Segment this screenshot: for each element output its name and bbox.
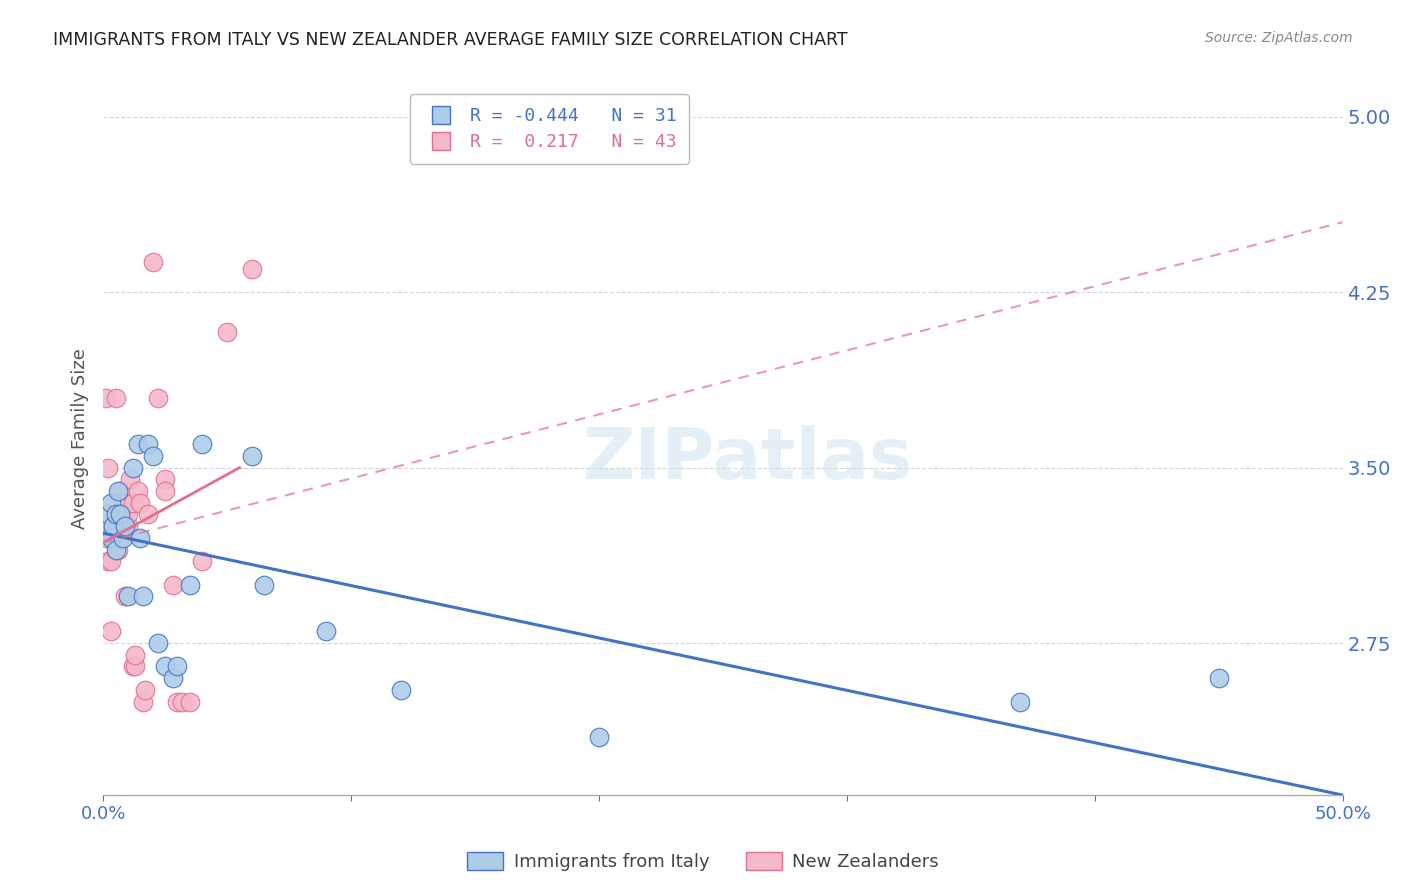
Point	[129, 496, 152, 510]
Point	[162, 577, 184, 591]
Point	[122, 659, 145, 673]
Point	[111, 531, 134, 545]
Point	[117, 590, 139, 604]
Point	[153, 484, 176, 499]
Point	[122, 496, 145, 510]
Point	[253, 577, 276, 591]
Point	[94, 519, 117, 533]
Point	[315, 624, 337, 639]
Point	[104, 508, 127, 522]
Point	[101, 531, 124, 545]
Point	[100, 554, 122, 568]
Point	[107, 542, 129, 557]
Point	[166, 694, 188, 708]
Point	[162, 671, 184, 685]
Point	[100, 496, 122, 510]
Point	[142, 255, 165, 269]
Point	[217, 325, 239, 339]
Point	[124, 648, 146, 662]
Point	[153, 472, 176, 486]
Point	[191, 437, 214, 451]
Point	[100, 519, 122, 533]
Point	[153, 659, 176, 673]
Point	[94, 531, 117, 545]
Point	[111, 519, 134, 533]
Point	[179, 694, 201, 708]
Point	[104, 542, 127, 557]
Point	[172, 694, 194, 708]
Point	[97, 508, 120, 522]
Y-axis label: Average Family Size: Average Family Size	[72, 348, 89, 529]
Point	[107, 519, 129, 533]
Point	[94, 391, 117, 405]
Point	[127, 484, 149, 499]
Point	[101, 519, 124, 533]
Point	[111, 508, 134, 522]
Point	[97, 554, 120, 568]
Point	[110, 531, 132, 545]
Point	[146, 636, 169, 650]
Point	[1208, 671, 1230, 685]
Point	[111, 496, 134, 510]
Point	[240, 449, 263, 463]
Point	[142, 449, 165, 463]
Legend: R = -0.444   N = 31, R =  0.217   N = 43: R = -0.444 N = 31, R = 0.217 N = 43	[411, 95, 689, 164]
Point	[1010, 694, 1032, 708]
Point	[100, 624, 122, 639]
Point	[127, 437, 149, 451]
Point	[136, 437, 159, 451]
Text: ZIPatlas: ZIPatlas	[582, 425, 912, 494]
Point	[104, 508, 127, 522]
Point	[120, 472, 142, 486]
Point	[134, 682, 156, 697]
Point	[110, 484, 132, 499]
Point	[588, 730, 610, 744]
Point	[191, 554, 214, 568]
Point	[100, 531, 122, 545]
Point	[101, 519, 124, 533]
Point	[117, 519, 139, 533]
Point	[136, 508, 159, 522]
Point	[110, 508, 132, 522]
Point	[124, 659, 146, 673]
Point	[389, 682, 412, 697]
Point	[107, 484, 129, 499]
Point	[122, 460, 145, 475]
Point	[129, 531, 152, 545]
Point	[104, 519, 127, 533]
Legend: Immigrants from Italy, New Zealanders: Immigrants from Italy, New Zealanders	[460, 845, 946, 879]
Point	[104, 391, 127, 405]
Point	[114, 519, 136, 533]
Point	[166, 659, 188, 673]
Point	[179, 577, 201, 591]
Point	[117, 508, 139, 522]
Point	[97, 460, 120, 475]
Point	[132, 694, 155, 708]
Text: IMMIGRANTS FROM ITALY VS NEW ZEALANDER AVERAGE FAMILY SIZE CORRELATION CHART: IMMIGRANTS FROM ITALY VS NEW ZEALANDER A…	[53, 31, 848, 49]
Point	[132, 590, 155, 604]
Text: Source: ZipAtlas.com: Source: ZipAtlas.com	[1205, 31, 1353, 45]
Point	[146, 391, 169, 405]
Point	[114, 590, 136, 604]
Point	[240, 262, 263, 277]
